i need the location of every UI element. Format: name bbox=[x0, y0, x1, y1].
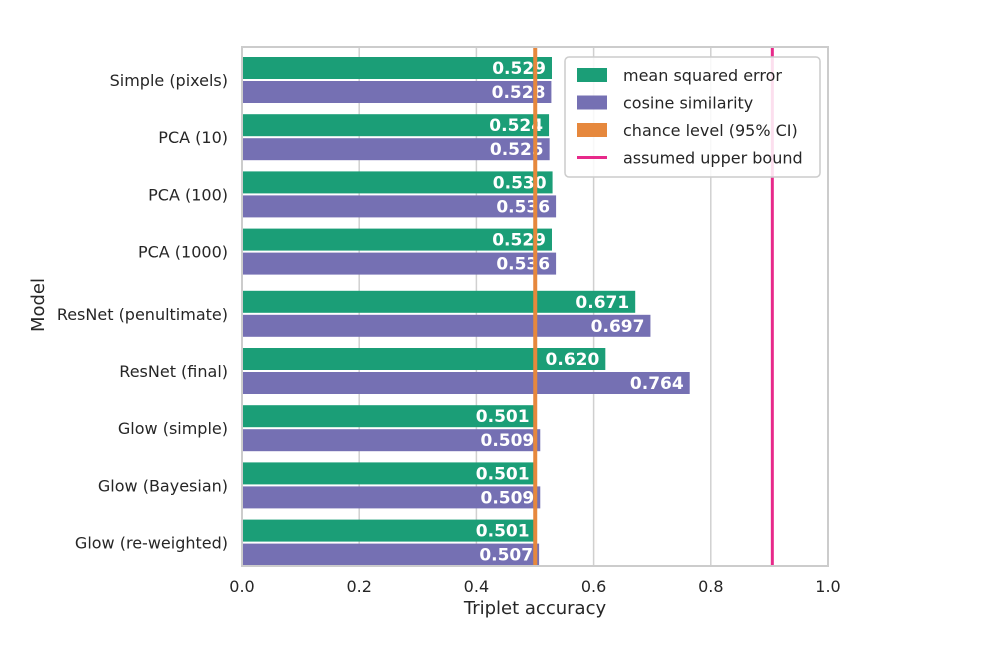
bar-mse bbox=[242, 57, 552, 79]
legend-swatch-mse bbox=[577, 68, 607, 82]
bar-value-label: 0.764 bbox=[630, 374, 684, 394]
x-tick-label: 1.0 bbox=[815, 577, 840, 596]
bar-cosine bbox=[242, 138, 550, 161]
bar-value-label: 0.501 bbox=[476, 522, 530, 542]
y-tick-label: PCA (10) bbox=[158, 128, 228, 147]
bar-mse bbox=[242, 171, 553, 194]
y-tick-label: Glow (simple) bbox=[118, 419, 228, 438]
bar-mse bbox=[242, 114, 550, 137]
y-tick-label: Glow (Bayesian) bbox=[98, 476, 228, 495]
bar-value-label: 0.536 bbox=[496, 255, 550, 275]
bar-value-label: 0.501 bbox=[476, 464, 530, 484]
x-axis-title: Triplet accuracy bbox=[463, 598, 607, 619]
bar-value-label: 0.620 bbox=[546, 350, 600, 370]
bar-value-label: 0.509 bbox=[480, 431, 534, 451]
plot-frame bbox=[241, 46, 829, 567]
chance-level-band bbox=[533, 47, 538, 566]
bar-value-label: 0.530 bbox=[493, 173, 547, 193]
legend-label: chance level (95% CI) bbox=[623, 121, 798, 140]
y-tick-label: Simple (pixels) bbox=[110, 71, 228, 90]
bar-cosine bbox=[242, 195, 557, 218]
bar-value-label: 0.524 bbox=[489, 116, 543, 136]
x-tick-label: 0.8 bbox=[698, 577, 723, 596]
bar-mse bbox=[242, 405, 536, 428]
bar-cosine bbox=[242, 252, 557, 275]
bar-value-label: 0.671 bbox=[575, 293, 629, 313]
y-tick-label: ResNet (final) bbox=[119, 362, 228, 381]
legend bbox=[564, 56, 821, 178]
bar-mse bbox=[242, 519, 536, 542]
y-axis-title: Model bbox=[28, 278, 49, 332]
bar-mse bbox=[242, 462, 536, 485]
bar-value-label: 0.697 bbox=[591, 317, 645, 337]
legend-label: mean squared error bbox=[623, 66, 782, 85]
legend-label: assumed upper bound bbox=[623, 149, 803, 168]
x-tick-label: 0.6 bbox=[581, 577, 606, 596]
bar-value-label: 0.529 bbox=[492, 231, 546, 251]
y-tick-label: ResNet (penultimate) bbox=[57, 305, 228, 324]
y-tick-label: PCA (100) bbox=[148, 185, 228, 204]
bar-cosine bbox=[242, 81, 552, 103]
bar-value-label: 0.525 bbox=[490, 140, 544, 160]
legend-swatch-chance bbox=[577, 123, 607, 137]
bar-cosine bbox=[242, 486, 541, 509]
bar-value-label: 0.536 bbox=[496, 197, 550, 217]
bar-value-label: 0.507 bbox=[479, 546, 533, 566]
bar-value-label: 0.529 bbox=[492, 59, 546, 79]
bar-mse bbox=[242, 228, 552, 251]
x-tick-label: 0.2 bbox=[346, 577, 371, 596]
bar-cosine bbox=[242, 372, 690, 394]
bar-value-label: 0.501 bbox=[476, 407, 530, 427]
x-tick-label: 0.0 bbox=[229, 577, 254, 596]
legend-swatch-cosine bbox=[577, 95, 607, 110]
bar-cosine bbox=[242, 543, 540, 566]
bar-value-label: 0.528 bbox=[492, 83, 546, 103]
bar-cosine bbox=[242, 314, 651, 337]
y-tick-label: PCA (1000) bbox=[138, 243, 228, 262]
bar-value-label: 0.509 bbox=[480, 488, 534, 508]
x-tick-label: 0.4 bbox=[464, 577, 489, 596]
bar-mse bbox=[242, 348, 606, 370]
legend-label: cosine similarity bbox=[623, 94, 753, 113]
y-tick-label: Glow (re-weighted) bbox=[75, 534, 228, 553]
bar-cosine bbox=[242, 429, 541, 452]
